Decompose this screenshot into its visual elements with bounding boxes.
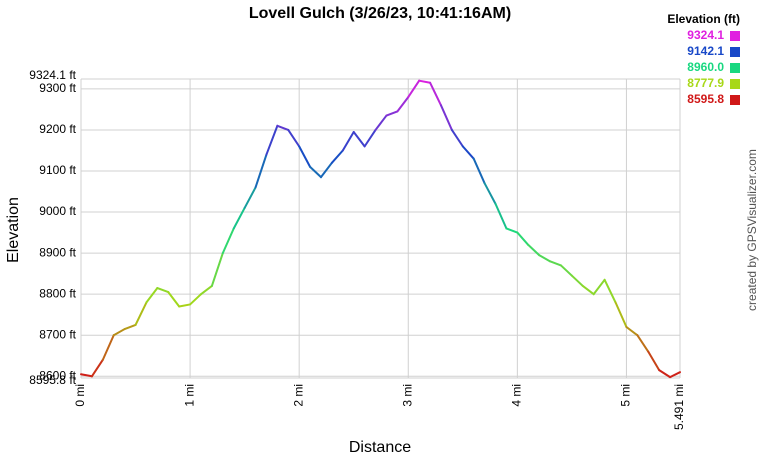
elevation-segment	[145, 287, 159, 304]
elevation-segment	[265, 124, 279, 156]
elevation-segment	[396, 96, 410, 113]
x-tick-label: 5.491 mi	[672, 384, 686, 430]
elevation-segment	[374, 114, 388, 131]
y-tick-label: 8700 ft	[39, 327, 76, 341]
elevation-segment	[298, 145, 312, 168]
elevation-segment	[549, 260, 562, 267]
elevation-segment	[516, 231, 530, 246]
y-tick-label: 8595.8 ft	[29, 373, 76, 387]
x-tick-label: 2 mi	[291, 384, 305, 407]
legend-label: 8595.8	[687, 92, 724, 106]
elevation-segment	[101, 334, 115, 361]
elevation-segment	[341, 131, 355, 152]
elevation-segment	[505, 227, 519, 234]
elevation-segment	[658, 369, 672, 379]
elevation-segment	[189, 293, 202, 306]
chart-title: Lovell Gulch (3/26/23, 10:41:16AM)	[249, 5, 511, 22]
legend-swatch	[730, 79, 740, 89]
elevation-segment	[385, 110, 399, 117]
legend-label: 9324.1	[687, 28, 724, 42]
elevation-segment	[199, 284, 213, 296]
elevation-segment	[352, 131, 366, 148]
legend-swatch	[730, 63, 740, 73]
elevation-segment	[418, 79, 432, 84]
elevation-segment	[90, 358, 104, 378]
x-tick-label: 0 mi	[73, 384, 87, 407]
x-tick-label: 5 mi	[619, 384, 633, 407]
elevation-segment	[625, 326, 639, 337]
elevation-segment	[243, 186, 257, 209]
x-tick-label: 1 mi	[182, 384, 196, 407]
elevation-segment	[254, 153, 268, 189]
x-tick-label: 3 mi	[400, 384, 414, 407]
elevation-segment	[319, 161, 333, 179]
elevation-segment	[429, 81, 442, 107]
elevation-segment	[636, 334, 650, 353]
elevation-segment	[494, 202, 508, 230]
credit: created by GPSVisualizer.com	[745, 149, 759, 311]
elevation-segment	[527, 243, 541, 257]
elevation-segment	[472, 157, 486, 185]
legend-swatch	[730, 47, 740, 57]
legend-label: 8777.9	[687, 76, 724, 90]
elevation-segment	[603, 278, 617, 304]
elevation-segment	[439, 104, 453, 131]
elevation-segment	[123, 323, 137, 331]
legend-label: 9142.1	[687, 44, 724, 58]
elevation-segment	[178, 303, 192, 308]
elevation-segment	[112, 328, 126, 337]
elevation-segment	[232, 206, 246, 230]
y-tick-label: 9200 ft	[39, 122, 76, 136]
elevation-segment	[80, 373, 93, 378]
elevation-segment	[407, 79, 421, 99]
y-axis-label: Elevation	[5, 197, 22, 263]
elevation-segment	[647, 350, 661, 372]
y-tick-label: 8900 ft	[39, 245, 76, 259]
elevation-segment	[309, 165, 322, 179]
elevation-segment	[592, 278, 606, 296]
elevation-segment	[614, 301, 628, 329]
elevation-segment	[559, 264, 573, 277]
elevation-segment	[221, 227, 235, 255]
y-tick-label: 9100 ft	[39, 163, 76, 177]
elevation-segment	[538, 254, 552, 263]
y-tick-label: 9300 ft	[39, 81, 76, 95]
y-tick-label: 9324.1 ft	[29, 68, 76, 82]
elevation-segment	[210, 252, 224, 287]
elevation-segment	[669, 371, 681, 379]
elevation-segment	[330, 149, 344, 164]
elevation-segment	[156, 287, 170, 294]
legend-label: 8960.0	[687, 60, 724, 74]
y-tick-label: 8800 ft	[39, 286, 76, 300]
elevation-segment	[134, 301, 148, 326]
elevation-segment	[581, 284, 595, 296]
y-tick-label: 8600 ft	[39, 368, 76, 382]
elevation-segment	[276, 124, 290, 131]
legend-swatch	[730, 95, 740, 105]
legend-title: Elevation (ft)	[667, 12, 740, 26]
y-tick-label: 9000 ft	[39, 204, 76, 218]
elevation-segment	[363, 128, 377, 148]
legend-swatch	[730, 31, 740, 41]
elevation-segment	[483, 182, 497, 205]
x-axis-label: Distance	[349, 439, 411, 456]
elevation-segment	[461, 145, 475, 160]
elevation-segment	[287, 128, 301, 148]
elevation-segment	[450, 128, 464, 148]
x-tick-label: 4 mi	[510, 384, 524, 407]
elevation-segment	[570, 274, 584, 287]
elevation-segment	[167, 291, 181, 308]
